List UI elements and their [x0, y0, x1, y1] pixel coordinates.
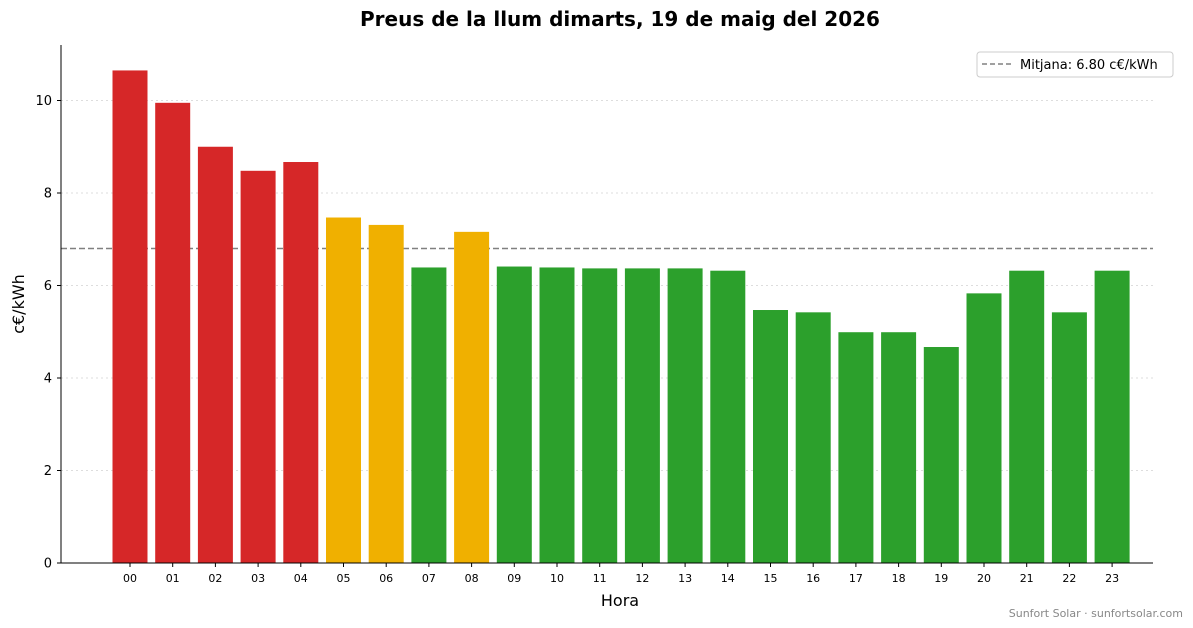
x-tick-label: 08 [465, 572, 479, 585]
axes [57, 45, 1153, 567]
x-tick-label: 16 [806, 572, 820, 585]
x-tick-label: 17 [849, 572, 863, 585]
x-tick-label: 04 [294, 572, 308, 585]
x-tick-labels: 00 01 02 03 04 05 06 07 08 09 10 11 12 13 14 15 16 17 18 19… [123, 572, 1119, 585]
x-tick-label: 10 [550, 572, 564, 585]
x-tick-label: 19 [934, 572, 948, 585]
bar-15 [753, 310, 788, 563]
bar-21 [1009, 270, 1045, 563]
bar-14 [710, 270, 746, 563]
bar-22 [1051, 312, 1087, 563]
y-tick-labels: 0 2 4 6 8 10 [35, 94, 52, 572]
chart-title: Preus de la llum dimarts, 19 de maig del… [360, 7, 880, 31]
x-axis-label: Hora [601, 591, 639, 610]
y-tick-label: 4 [44, 372, 52, 387]
bar-10 [539, 267, 575, 563]
legend-average-label: Mitjana: 6.80 c€/kWh [1020, 58, 1158, 73]
legend: Mitjana: 6.80 c€/kWh [976, 51, 1174, 78]
x-tick-label: 07 [422, 572, 436, 585]
footer-credit: Sunfort Solar · sunfortsolar.com [1009, 607, 1183, 620]
bar-07 [411, 267, 447, 563]
bar-19 [923, 347, 959, 563]
y-tick-label: 6 [44, 279, 52, 294]
x-tick-label: 20 [977, 572, 991, 585]
x-tick-label: 14 [721, 572, 735, 585]
y-tick-label: 0 [44, 557, 52, 572]
bar-06 [368, 224, 404, 563]
x-tick-label: 09 [507, 572, 521, 585]
bar-09 [496, 266, 532, 563]
bar-20 [966, 293, 1002, 563]
bar-08 [454, 231, 490, 563]
x-tick-label: 11 [593, 572, 607, 585]
bar-18 [881, 332, 917, 563]
x-tick-label: 15 [764, 572, 778, 585]
x-tick-label: 21 [1020, 572, 1034, 585]
x-tick-label: 03 [251, 572, 265, 585]
bar-02 [197, 146, 233, 563]
x-tick-label: 12 [635, 572, 649, 585]
y-axis-label: c€/kWh [9, 274, 28, 334]
bar-23 [1094, 270, 1130, 563]
x-tick-label: 01 [166, 572, 180, 585]
bar-16 [795, 312, 831, 563]
x-tick-label: 02 [208, 572, 222, 585]
x-tick-label: 22 [1062, 572, 1076, 585]
x-tick-label: 13 [678, 572, 692, 585]
y-tick-label: 10 [35, 94, 52, 109]
x-tick-label: 18 [892, 572, 906, 585]
bar-13 [667, 268, 703, 563]
y-tick-label: 2 [44, 464, 52, 479]
bar-00 [112, 70, 148, 563]
bar-03 [240, 170, 276, 564]
y-tick-label: 8 [44, 187, 52, 202]
x-tick-label: 00 [123, 572, 137, 585]
bar-12 [624, 268, 660, 563]
bar-17 [838, 332, 874, 563]
x-tick-label: 05 [337, 572, 351, 585]
bar-04 [283, 162, 319, 563]
legend-box [976, 51, 1174, 78]
bar-05 [326, 217, 361, 563]
bars [112, 70, 1130, 564]
bar-11 [582, 268, 618, 563]
bar-01 [155, 102, 191, 563]
x-tick-label: 06 [379, 572, 393, 585]
x-tick-label: 23 [1105, 572, 1119, 585]
